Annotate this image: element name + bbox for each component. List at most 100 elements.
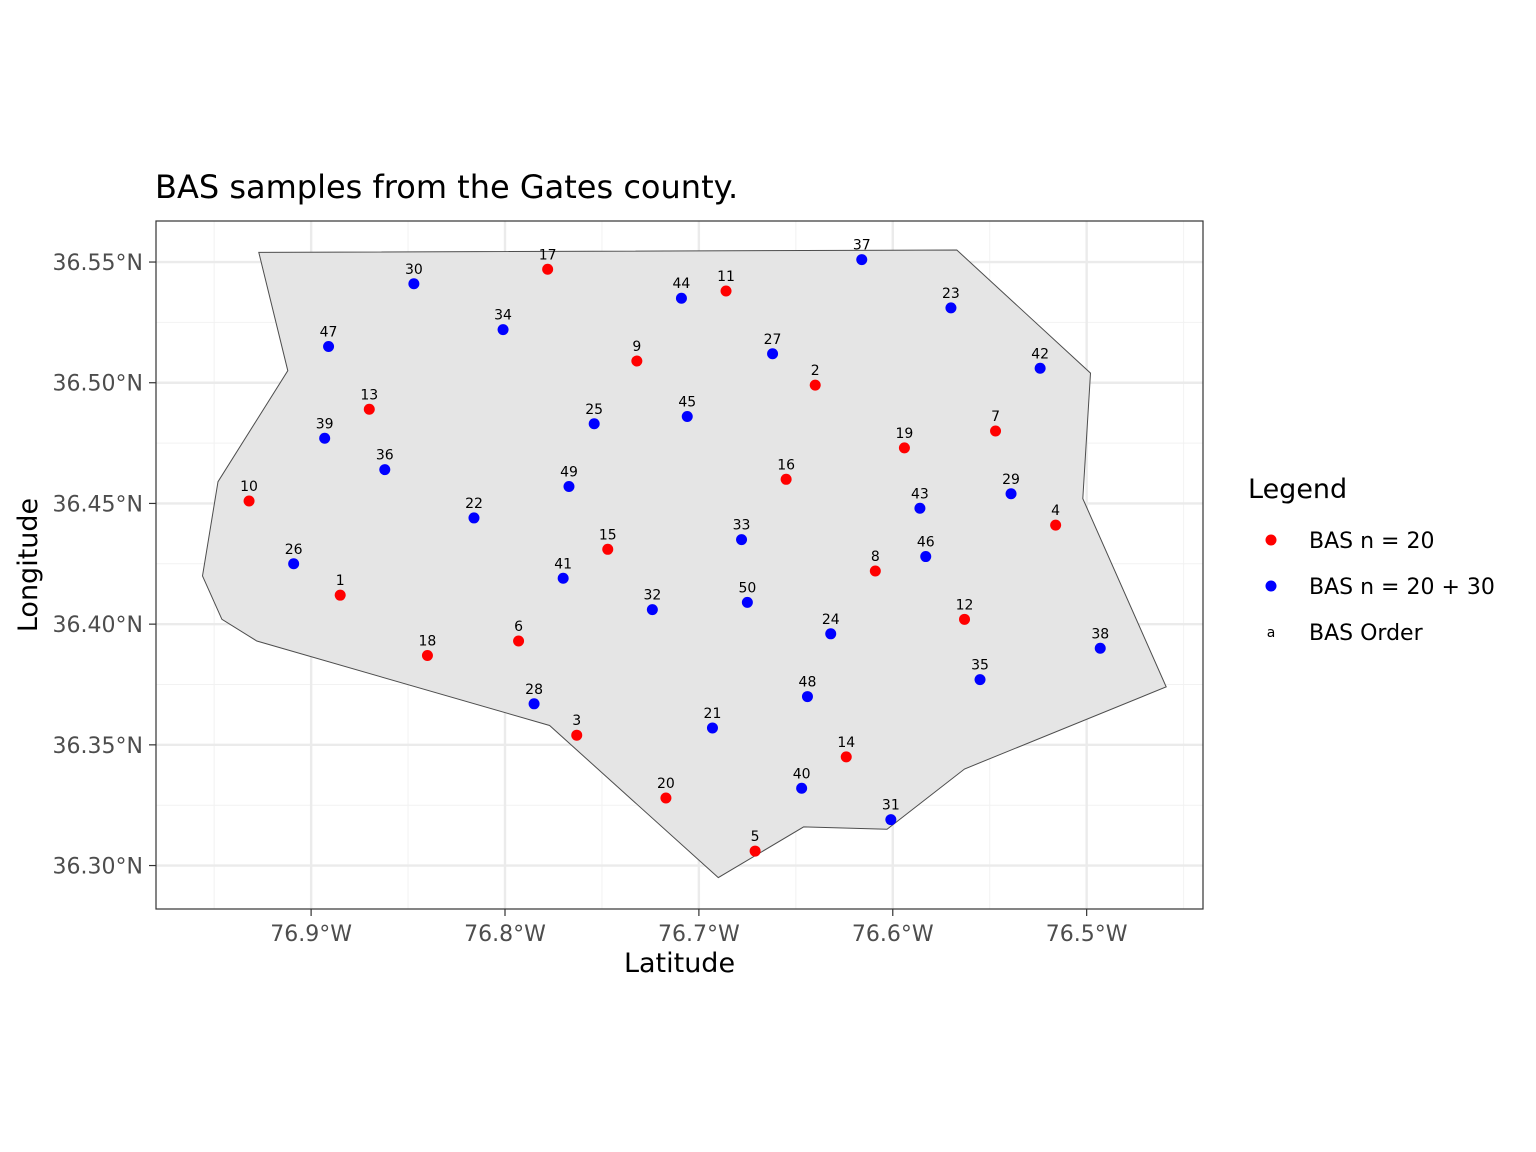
sample-label-48: 48 [799,675,817,691]
sample-point-25 [588,418,600,430]
x-tick-label: 76.6°W [852,922,934,947]
y-tick-label: 36.55°N [53,251,143,276]
sample-label-25: 25 [585,402,603,418]
sample-point-31 [885,814,897,826]
sample-label-27: 27 [764,332,782,348]
sample-label-7: 7 [991,409,1000,425]
sample-point-50 [741,596,753,608]
sample-label-4: 4 [1051,503,1060,519]
sample-label-8: 8 [871,549,880,565]
panel-border [155,220,1204,910]
sample-point-19 [898,442,910,454]
sample-point-42 [1034,362,1046,374]
legend-item-label: BAS n = 20 + 30 [1309,575,1495,600]
sample-point-1 [334,589,346,601]
legend-item-label: BAS Order [1309,621,1424,646]
sample-point-35 [974,674,986,686]
sample-label-13: 13 [360,387,378,403]
sample-point-44 [675,292,687,304]
sample-label-24: 24 [822,612,840,628]
sample-point-38 [1094,642,1106,654]
sample-point-36 [379,464,391,476]
sample-point-41 [557,572,569,584]
sample-label-36: 36 [376,448,394,464]
sample-point-48 [801,691,813,703]
sample-label-5: 5 [751,829,760,845]
sample-label-37: 37 [853,238,871,254]
sample-point-22 [468,512,480,524]
y-tick-label: 36.30°N [53,855,143,880]
sample-label-43: 43 [911,486,929,502]
sample-point-27 [767,348,779,360]
sample-label-23: 23 [942,286,960,302]
sample-point-43 [914,502,926,514]
sample-label-6: 6 [514,619,523,635]
sample-label-39: 39 [316,416,334,432]
x-axis-title: Latitude [624,948,735,979]
sample-point-15 [602,543,614,555]
sample-label-30: 30 [405,262,423,278]
sample-label-35: 35 [971,658,989,674]
sample-label-28: 28 [525,682,543,698]
sample-label-32: 32 [643,588,661,604]
legend-key-text: a [1267,625,1276,641]
sample-point-14 [840,751,852,763]
sample-label-11: 11 [717,269,735,285]
sample-point-18 [421,650,433,662]
y-axis-title: Longitude [13,498,44,632]
sample-point-33 [736,534,748,546]
sample-point-13 [363,403,375,415]
sample-label-45: 45 [678,395,696,411]
sample-point-28 [528,698,540,710]
sample-point-21 [706,722,718,734]
sample-point-3 [571,729,583,741]
sample-label-18: 18 [419,634,437,650]
sample-label-40: 40 [793,766,811,782]
sample-point-39 [319,432,331,444]
sample-label-47: 47 [320,325,338,341]
sample-point-5 [749,845,761,857]
sample-label-34: 34 [494,308,512,324]
sample-point-47 [323,341,335,353]
sample-point-37 [856,254,868,266]
sample-point-24 [825,628,837,640]
legend-item-label: BAS n = 20 [1309,529,1434,554]
sample-point-29 [1005,488,1017,500]
sample-point-26 [288,558,300,570]
sample-point-17 [542,263,554,275]
sample-label-42: 42 [1031,346,1049,362]
sample-label-31: 31 [882,798,900,814]
sample-label-46: 46 [917,535,935,551]
sample-label-19: 19 [895,426,913,442]
legend: Legend BAS n = 20 BAS n = 20 + 30 a BAS Ord… [1248,474,1495,646]
sample-label-29: 29 [1002,472,1020,488]
sample-point-6 [513,635,525,647]
sample-label-44: 44 [673,276,691,292]
sample-label-33: 33 [733,518,751,534]
sample-label-16: 16 [777,457,795,473]
sample-point-20 [660,792,672,804]
sample-point-23 [945,302,957,314]
sample-label-10: 10 [240,479,258,495]
sample-point-11 [720,285,732,297]
sample-label-3: 3 [572,713,581,729]
y-tick-label: 36.50°N [53,372,143,397]
sample-point-30 [408,278,420,290]
y-tick-label: 36.35°N [53,734,143,759]
sample-point-16 [780,473,792,485]
sample-point-9 [631,355,643,367]
legend-key-point [1265,534,1277,546]
sample-point-12 [959,613,971,625]
plot-panel: 1234567891011121314151617181920212223242… [155,220,1204,910]
chart-title: BAS samples from the Gates county. [155,168,738,206]
sample-label-21: 21 [704,706,722,722]
sample-label-9: 9 [632,339,641,355]
sample-point-45 [681,411,693,423]
sample-point-7 [990,425,1002,437]
sample-label-26: 26 [285,542,303,558]
legend-key-point [1265,580,1277,592]
county-outline [201,249,1167,879]
sample-point-34 [497,324,509,336]
sample-point-49 [563,481,575,493]
